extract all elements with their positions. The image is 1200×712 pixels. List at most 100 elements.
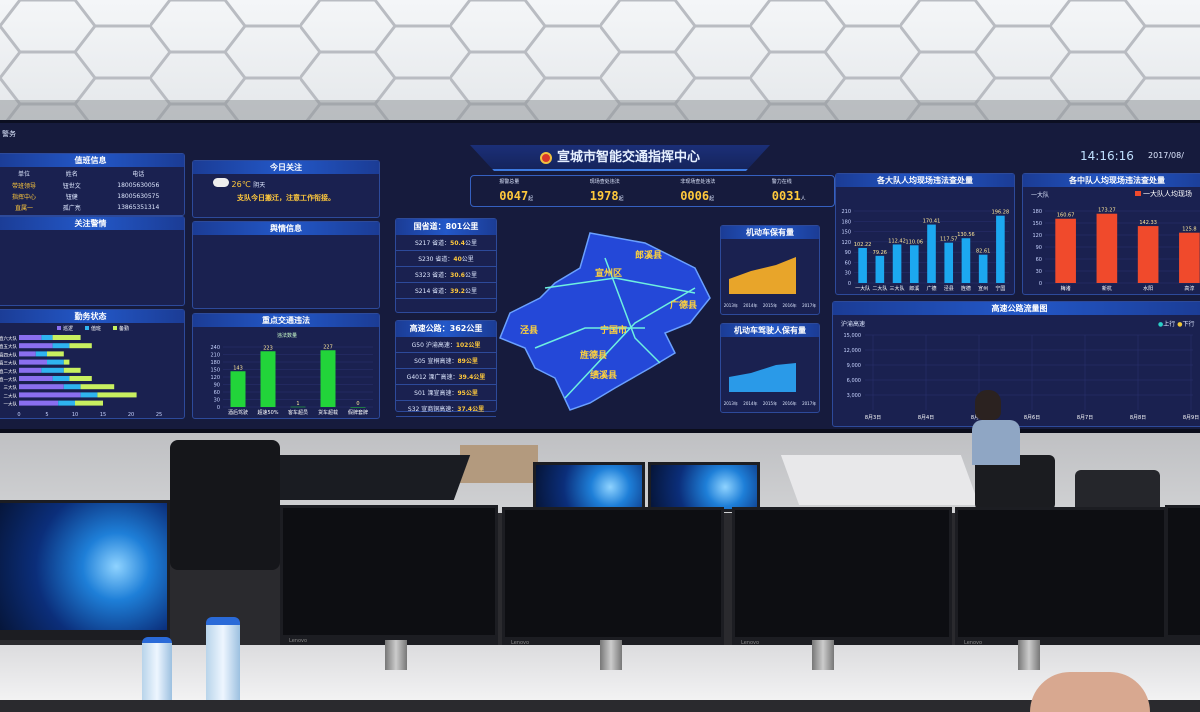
stat-value: 0031 xyxy=(771,189,801,203)
legend-swatch xyxy=(1135,191,1141,196)
table-cell: 带班领导 xyxy=(12,183,37,190)
column-header: 电话 xyxy=(132,171,145,178)
bar-value: 170.41 xyxy=(923,219,941,225)
bar xyxy=(1096,213,1118,283)
y-tick: 直五大队 xyxy=(0,343,17,350)
y-tick: 30 xyxy=(214,398,220,404)
bar xyxy=(1055,218,1076,283)
x-tick: 宣州 xyxy=(978,285,988,292)
column-header: 姓名 xyxy=(65,171,78,178)
stat-item: 警力在线 0031人 xyxy=(772,178,806,204)
highway-selector[interactable]: 沪渝高速 xyxy=(841,321,866,328)
panel-title: 勤务状态 xyxy=(0,310,184,323)
bar-value: 143 xyxy=(233,365,243,371)
stat-label: 现场查处违法 xyxy=(589,179,620,185)
duty-status-chart: 巡逻 值班 备勤 0 5 10 15 20 25 直六大队直五大队直四大队直三大队直二大队直一大队… xyxy=(0,325,162,418)
person-foreground-head xyxy=(1030,672,1150,712)
road-name: S214 省道： xyxy=(415,288,451,295)
table-cell: 18005630575 xyxy=(117,193,160,200)
table-header: 单位 姓名 电话 xyxy=(0,167,184,180)
road-length: 40 xyxy=(453,256,462,263)
area-fill xyxy=(729,257,796,294)
y-tick: 180 xyxy=(1032,209,1042,215)
map-label: 郎溪县 xyxy=(635,249,662,261)
front-monitor[interactable]: Lenovo xyxy=(280,505,498,645)
table-cell: 指挥中心 xyxy=(12,194,37,201)
road-item: G4012 溧广高速：39.4公里 xyxy=(396,369,496,385)
bar-segment xyxy=(19,392,81,398)
front-monitor-windows[interactable] xyxy=(0,500,170,640)
driver-chart-panel: 机动车驾驶人保有量 2013年 2014年 2015年 2016年 2017年 xyxy=(720,323,820,413)
road-length: 39.2 xyxy=(450,288,465,295)
water-bottle xyxy=(142,637,172,700)
monitor-stand xyxy=(385,640,407,670)
bar-segment xyxy=(19,384,64,390)
y-tick: 90 xyxy=(845,250,851,256)
y-tick: 直一大队 xyxy=(0,376,17,383)
road-name: G4012 溧广高速： xyxy=(406,374,459,381)
squad-legend-wrap: 一大队人均现场 xyxy=(1135,189,1192,199)
video-wall-dashboard: 警务 宣城市智能交通指挥中心 14:16:16 2017/08/ 值班信息 单位… xyxy=(0,120,1200,433)
violations-chart: 0306090120150180210240143酒后驾驶223超速50%1客车… xyxy=(210,332,373,416)
front-monitor[interactable]: Lenovo xyxy=(955,507,1167,647)
bar-value: 102.22 xyxy=(854,242,872,248)
stat-unit: 起 xyxy=(528,196,534,202)
brigade-chart-panel: 各大队人均现场违法查处量 0 30 60 90 120 150 180 210 102.22 一大… xyxy=(835,173,1015,295)
bar xyxy=(996,215,1005,283)
y-tick: 210 xyxy=(841,209,851,215)
bar-segment xyxy=(35,351,47,357)
y-tick: 240 xyxy=(210,345,220,351)
panel-title: 关注警情 xyxy=(0,217,184,230)
road-item: S32 宣商铜高速：37.4公里 xyxy=(396,401,496,417)
monitor-brand: Lenovo xyxy=(964,640,983,646)
x-tick: 郎溪 xyxy=(909,285,919,292)
front-monitor[interactable] xyxy=(1165,505,1200,645)
table-row: 直属一 孤广亮 13865351314 xyxy=(0,202,184,213)
bar-value: 112.42 xyxy=(888,238,906,244)
bar xyxy=(290,406,306,408)
bar xyxy=(909,245,919,283)
bar-segment xyxy=(63,367,81,373)
road-name: S217 省道： xyxy=(415,240,451,247)
bar-value: 227 xyxy=(323,344,333,350)
monitor-brand: Lenovo xyxy=(511,640,530,646)
bar xyxy=(961,238,971,283)
x-tick: 25 xyxy=(156,412,162,418)
x-tick: 新杭 xyxy=(1102,285,1112,292)
y-tick: 30 xyxy=(845,271,851,277)
table-cell: 孤广亮 xyxy=(62,205,81,212)
y-tick: 120 xyxy=(210,375,220,381)
x-tick: 15 xyxy=(100,412,106,418)
legend-label: 巡逻 xyxy=(63,325,73,332)
bar-segment xyxy=(19,335,42,340)
squad-selector[interactable]: 一大队 xyxy=(1031,192,1050,199)
y-tick: 180 xyxy=(841,219,851,225)
person-head xyxy=(975,390,1001,420)
map-label: 旌德县 xyxy=(580,349,607,361)
front-monitor[interactable]: Lenovo xyxy=(732,507,952,647)
y-tick: 3,000 xyxy=(847,393,861,399)
y-tick: 60 xyxy=(214,390,220,396)
stats-bar: 报警总量 0047起 现场查处违法 1978起 非现场查处违法 0006起 警力在线 0031… xyxy=(470,175,835,207)
stat-unit: 人 xyxy=(800,196,806,202)
stat-unit: 起 xyxy=(618,196,624,202)
legend-swatch xyxy=(57,326,61,330)
bar xyxy=(892,244,902,283)
brigade-bar-chart: 0 30 60 90 120 150 180 210 102.22 一大队 79.26 二大队 112.… xyxy=(841,209,1009,292)
x-tick: 假牌套牌 xyxy=(348,409,368,416)
x-tick: 8月7日 xyxy=(1077,415,1093,421)
y-tick: 90 xyxy=(1036,245,1042,251)
road-item: S230 省道：40公里 xyxy=(396,251,496,267)
road-unit: 公里 xyxy=(464,240,477,247)
map-label: 绩溪县 xyxy=(590,369,617,381)
bar-segment xyxy=(97,392,137,398)
table-cell: 直属一 xyxy=(15,205,34,212)
panel-title: 高速公路：362公里 xyxy=(396,321,496,337)
y-tick: 60 xyxy=(845,260,851,266)
front-monitor[interactable]: Lenovo xyxy=(502,507,724,647)
year-label: 2013年 xyxy=(723,303,738,308)
legend-swatch xyxy=(85,326,89,330)
table-row: 指挥中心 钮健 18005630575 xyxy=(0,191,184,202)
bar-segment xyxy=(19,359,47,365)
